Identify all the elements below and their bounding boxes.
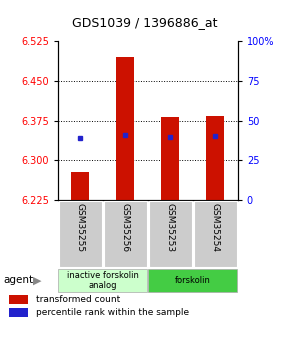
Text: GSM35255: GSM35255 [76, 204, 85, 253]
Text: agent: agent [3, 275, 33, 285]
Bar [104, 201, 147, 267]
Text: transformed count: transformed count [37, 295, 121, 304]
Bar [116, 57, 134, 200]
Text: forskolin: forskolin [175, 276, 211, 285]
Bar [161, 117, 179, 200]
Text: GDS1039 / 1396886_at: GDS1039 / 1396886_at [72, 16, 218, 29]
Text: inactive forskolin
analog: inactive forskolin analog [67, 270, 139, 290]
Bar [206, 116, 224, 200]
Bar [149, 201, 192, 267]
Bar [9, 295, 28, 304]
Text: GSM35256: GSM35256 [121, 204, 130, 253]
Bar [71, 172, 89, 200]
Text: GSM35253: GSM35253 [166, 204, 175, 253]
Bar [59, 269, 147, 292]
Text: ▶: ▶ [33, 275, 42, 285]
Bar [148, 269, 237, 292]
Text: percentile rank within the sample: percentile rank within the sample [37, 308, 190, 317]
Bar [59, 201, 102, 267]
Bar [194, 201, 237, 267]
Text: GSM35254: GSM35254 [211, 204, 220, 253]
Bar [9, 308, 28, 317]
